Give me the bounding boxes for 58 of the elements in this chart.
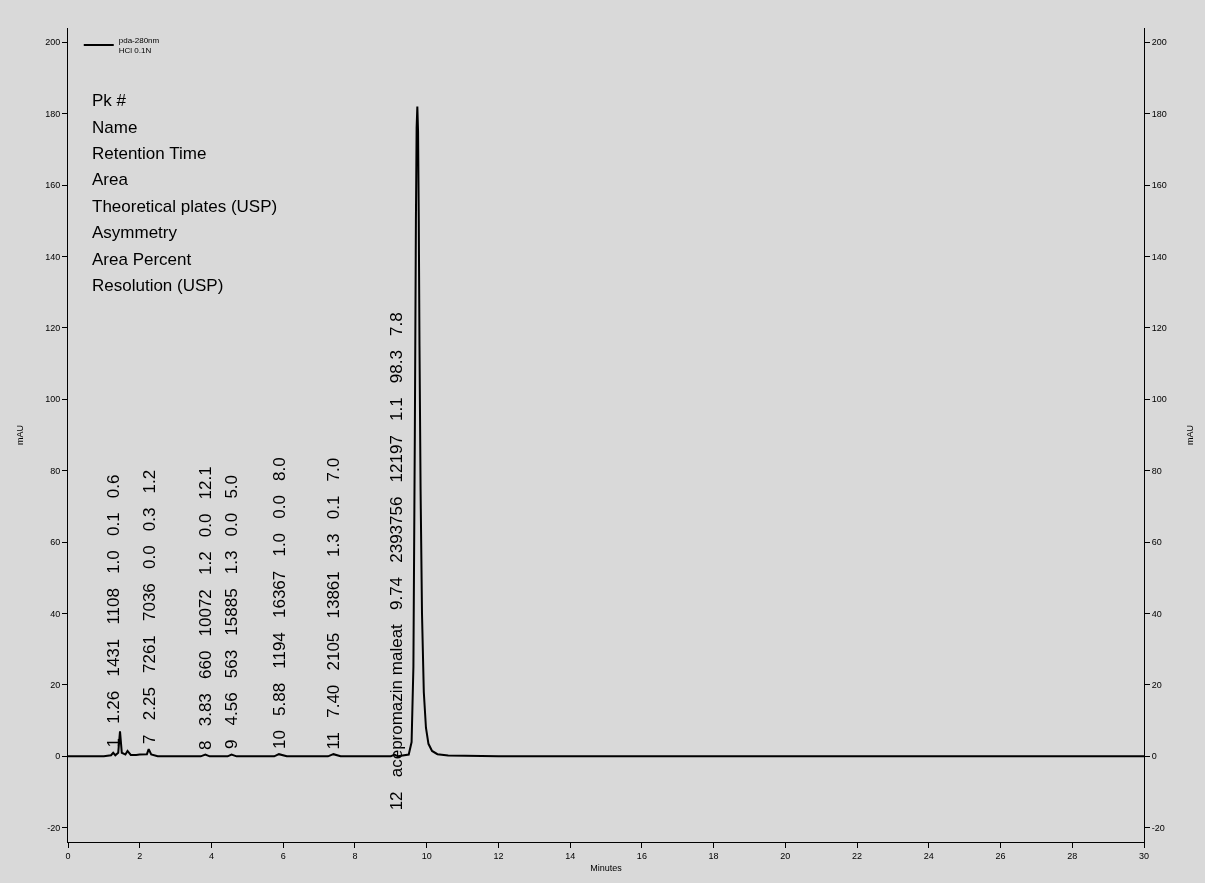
- y2-tick-label: 100: [1151, 394, 1167, 405]
- annotation: 10 5.88 1194 16367 1.0 0.0 8.0: [269, 457, 289, 750]
- x-tick-label: 10: [421, 850, 432, 861]
- y-tick-label: 40: [50, 608, 61, 619]
- y-tick-label: 60: [50, 537, 61, 548]
- y2-tick-label: 120: [1151, 323, 1167, 334]
- annotation: Resolution (USP): [92, 276, 224, 295]
- x-tick-label: 16: [636, 850, 647, 861]
- annotation: 12 acepromazin maleat 9.74 2393756 12197 1.1 98.3 7.8: [387, 312, 407, 811]
- y-tick-label: 80: [50, 465, 61, 476]
- x-tick-label: 14: [565, 850, 576, 861]
- y2-tick-label: 40: [1151, 608, 1162, 619]
- y2-tick-label: 180: [1151, 108, 1167, 119]
- y-tick-label: 120: [45, 323, 61, 334]
- annotation: Theoretical plates (USP): [92, 197, 278, 216]
- annotation: Pk #: [92, 91, 127, 110]
- x-tick-label: 12: [493, 850, 504, 861]
- x-tick-label: 18: [708, 850, 719, 861]
- x-tick-label: 2: [137, 850, 143, 861]
- x-tick-label: 8: [352, 850, 358, 861]
- y-tick-label: 180: [45, 108, 61, 119]
- y-tick-label: 200: [45, 37, 61, 48]
- y2-tick-label: 0: [1151, 751, 1157, 762]
- annotation: Asymmetry: [92, 223, 178, 242]
- y-tick-label: 100: [45, 394, 61, 405]
- legend-label: pda-280nm HCl 0.1N: [118, 35, 160, 56]
- y2-tick-label: 60: [1151, 537, 1162, 548]
- x-tick-label: 30: [1138, 850, 1150, 861]
- y-tick-label: -20: [47, 822, 61, 833]
- y-axis-title: mAU: [14, 425, 25, 445]
- x-tick-label: 24: [923, 850, 934, 861]
- y2-tick-label: -20: [1151, 822, 1165, 833]
- y2-tick-label: 200: [1151, 37, 1167, 48]
- y-tick-label: 140: [45, 251, 61, 262]
- x-tick-label: 28: [1067, 850, 1078, 861]
- y-tick-label: 160: [45, 180, 61, 191]
- x-tick-label: 20: [780, 850, 791, 861]
- annotation: 8 3.83 660 10072 1.2 0.0 12.1: [195, 466, 215, 750]
- y-tick-label: 20: [50, 680, 61, 691]
- annotation: 7 2.25 7261 7036 0.0 0.3 1.2: [139, 469, 159, 744]
- x-axis-title: Minutes: [590, 862, 623, 873]
- y2-axis-title: mAU: [1184, 425, 1195, 445]
- annotation: Area: [92, 170, 129, 189]
- x-tick-label: 0: [65, 850, 71, 861]
- y-tick-label: 0: [55, 751, 61, 762]
- annotation: 11 7.40 2105 13861 1.3 0.1 7.0: [324, 457, 344, 750]
- annotation: Name: [92, 118, 138, 137]
- y2-tick-label: 20: [1151, 680, 1162, 691]
- y2-tick-label: 160: [1151, 180, 1167, 191]
- y2-tick-label: 80: [1151, 465, 1162, 476]
- x-tick-label: 26: [995, 850, 1006, 861]
- x-tick-label: 22: [852, 850, 863, 861]
- x-tick-label: 4: [208, 850, 214, 861]
- annotation: Retention Time: [92, 144, 207, 163]
- y2-tick-label: 140: [1151, 251, 1167, 262]
- annotation: 9 4.56 563 15885 1.3 0.0 5.0: [222, 474, 242, 750]
- x-tick-label: 6: [280, 850, 286, 861]
- annotation: Area Percent: [92, 250, 192, 269]
